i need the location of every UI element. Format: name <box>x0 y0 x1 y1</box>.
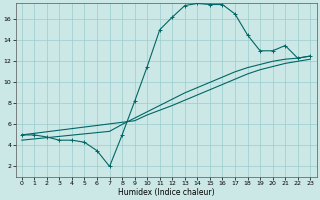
X-axis label: Humidex (Indice chaleur): Humidex (Indice chaleur) <box>118 188 214 197</box>
